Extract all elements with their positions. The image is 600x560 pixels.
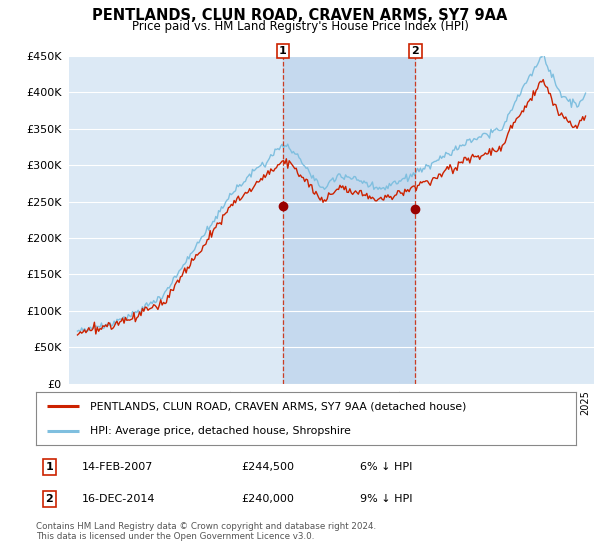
Text: 14-FEB-2007: 14-FEB-2007 xyxy=(82,462,153,472)
Text: Contains HM Land Registry data © Crown copyright and database right 2024.
This d: Contains HM Land Registry data © Crown c… xyxy=(36,522,376,542)
Text: 6% ↓ HPI: 6% ↓ HPI xyxy=(360,462,412,472)
Text: £244,500: £244,500 xyxy=(241,462,294,472)
Text: Price paid vs. HM Land Registry's House Price Index (HPI): Price paid vs. HM Land Registry's House … xyxy=(131,20,469,32)
Text: 16-DEC-2014: 16-DEC-2014 xyxy=(82,494,155,504)
Text: HPI: Average price, detached house, Shropshire: HPI: Average price, detached house, Shro… xyxy=(90,426,351,436)
Text: PENTLANDS, CLUN ROAD, CRAVEN ARMS, SY7 9AA (detached house): PENTLANDS, CLUN ROAD, CRAVEN ARMS, SY7 9… xyxy=(90,402,466,412)
Text: 1: 1 xyxy=(279,46,287,56)
Text: 2: 2 xyxy=(412,46,419,56)
Text: 9% ↓ HPI: 9% ↓ HPI xyxy=(360,494,413,504)
Text: 1: 1 xyxy=(46,462,53,472)
Text: PENTLANDS, CLUN ROAD, CRAVEN ARMS, SY7 9AA: PENTLANDS, CLUN ROAD, CRAVEN ARMS, SY7 9… xyxy=(92,8,508,24)
Text: £240,000: £240,000 xyxy=(241,494,294,504)
Bar xyxy=(283,56,415,384)
Text: 2: 2 xyxy=(46,494,53,504)
